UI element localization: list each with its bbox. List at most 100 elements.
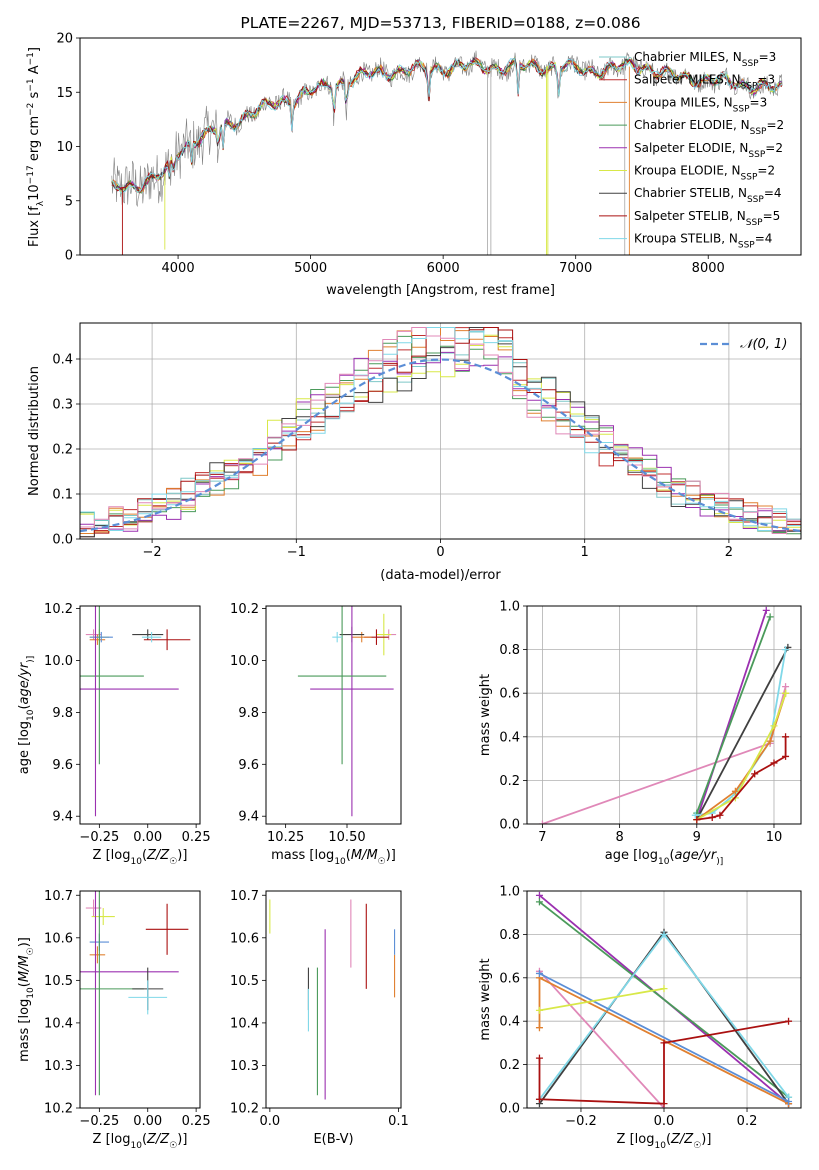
label-part: A xyxy=(27,65,42,78)
massweight-vs-age-plot-area xyxy=(527,606,801,824)
x-tick-label: 0.00 xyxy=(133,1114,162,1129)
y-tick-label: 0.6 xyxy=(499,971,520,986)
label-part: Chabrier STELIB, N xyxy=(634,186,747,200)
y-tick-label: 10.2 xyxy=(44,602,73,617)
label-part: ( xyxy=(666,1132,671,1147)
legend-label: Chabrier STELIB, NSSP=4 xyxy=(634,186,782,205)
x-tick-label: 6000 xyxy=(427,261,460,276)
y-tick-label: 9.6 xyxy=(52,758,73,773)
age-vs-mass-axes: 10.25 10.50 9.4 9.6 9.8 10.0 10.2 mass [log10(M… xyxy=(230,602,402,867)
label-part: )] xyxy=(177,1132,187,1147)
label-part: SSP xyxy=(748,150,765,160)
mass-weight-marker xyxy=(535,1095,543,1103)
label-part: Kroupa STELIB, N xyxy=(634,232,738,246)
legend-label: 𝒩(0, 1) xyxy=(740,337,787,352)
x-tick-label: 0.1 xyxy=(388,1114,409,1129)
label-part: ( xyxy=(17,982,32,987)
label-part: M/M xyxy=(17,955,32,982)
label-part: 10 xyxy=(334,857,346,867)
label-part: Z/Z xyxy=(670,1132,694,1147)
x-axis-label: E(B-V) xyxy=(313,1132,353,1147)
mass-weight-marker xyxy=(660,1039,668,1047)
histogram-step-line xyxy=(80,327,801,538)
y-tick-label: 10.5 xyxy=(230,974,259,989)
y-tick-label: 10.4 xyxy=(44,1016,73,1031)
x-tick-label: 1 xyxy=(581,545,589,560)
age-vs-Z-axes: −0.25 0.00 0.259.49.69.810.010.2Z [log10(Z… xyxy=(17,602,211,867)
label-part: age [log xyxy=(17,721,32,774)
mass-weight-line xyxy=(542,686,787,824)
x-tick-label: 8 xyxy=(615,830,623,845)
axes-frame xyxy=(265,605,402,825)
label-part: erg cm xyxy=(27,116,42,165)
legend-label: Kroupa ELODIE, NSSP=2 xyxy=(634,164,775,183)
axes-frame xyxy=(79,605,201,825)
y-tick-label: 0.2 xyxy=(499,774,520,789)
y-tick-label: 0.6 xyxy=(499,687,520,702)
label-part: )] xyxy=(701,1132,711,1147)
axes-frame xyxy=(526,605,802,825)
label-part: SSP xyxy=(741,173,758,183)
mass-weight-marker xyxy=(708,813,716,821)
x-tick-label: 0 xyxy=(436,545,444,560)
y-tick-label: 5 xyxy=(65,194,73,209)
y-tick-label: 10.2 xyxy=(230,1102,259,1117)
label-part: ] xyxy=(27,47,42,52)
y-axis-label: mass [log10(M/M☉)] xyxy=(17,937,36,1062)
label-part: =2 xyxy=(765,141,783,155)
y-tick-label: 9.4 xyxy=(52,810,73,825)
label-part: 10 xyxy=(658,857,670,867)
label-part: Z [log xyxy=(93,848,131,863)
label-part: Z [log xyxy=(617,1132,655,1147)
label-part: ☉ xyxy=(693,1141,701,1151)
label-part: −17 xyxy=(26,165,36,184)
label-part: 10 xyxy=(26,987,36,999)
mass-weight-marker xyxy=(785,1097,793,1105)
legend-label: Chabrier ELODIE, NSSP=2 xyxy=(634,118,784,137)
mass-weight-marker xyxy=(535,898,543,906)
mass-weight-marker xyxy=(660,930,668,938)
x-axis-label: mass [log10(M/M☉)] xyxy=(271,848,396,867)
mass-weight-marker xyxy=(535,891,543,899)
label-part: Kroupa MILES, N xyxy=(634,95,733,109)
label-part: Flux [f xyxy=(27,206,42,247)
label-part: mass [log xyxy=(17,999,32,1062)
x-tick-label: 0.0 xyxy=(654,1114,675,1129)
mass-weight-marker xyxy=(535,1054,543,1062)
label-part: ( xyxy=(142,848,147,863)
legend-label: Kroupa STELIB, NSSP=4 xyxy=(634,232,772,251)
axes-frame xyxy=(265,890,402,1109)
mass-weight-marker xyxy=(782,689,790,697)
mass-vs-ebv-plot-area xyxy=(269,899,396,1100)
x-tick-label: 4000 xyxy=(162,261,195,276)
age-vs-Z-plot-area xyxy=(80,606,191,817)
x-tick-label: 10.50 xyxy=(328,830,365,845)
massweight-vs-Z-plot-area xyxy=(527,891,801,1108)
y-axis-label: Normed distribution xyxy=(27,366,42,496)
label-part: =4 xyxy=(755,232,773,246)
label-part: Kroupa ELODIE, N xyxy=(634,164,741,178)
y-tick-label: 9.8 xyxy=(238,706,259,721)
histogram-step-line xyxy=(80,327,801,534)
label-part: Salpeter STELIB, N xyxy=(634,209,746,223)
y-tick-label: 10.7 xyxy=(230,889,259,904)
mass-weight-marker xyxy=(766,613,774,621)
y-tick-label: 10.0 xyxy=(230,654,259,669)
x-axis-label: (data-model)/error xyxy=(380,568,501,583)
y-tick-label: 1.0 xyxy=(499,885,520,900)
x-tick-label: 7000 xyxy=(559,261,592,276)
mass-weight-marker xyxy=(751,770,759,778)
mass-weight-marker xyxy=(535,969,543,977)
label-part: ☉ xyxy=(26,947,36,955)
x-tick-label: 0.2 xyxy=(737,1114,758,1129)
mass-weight-line xyxy=(538,970,665,1108)
label-part: Z/Z xyxy=(146,1132,170,1147)
y-tick-label: 0.2 xyxy=(499,1058,520,1073)
label-part: =4 xyxy=(764,186,782,200)
y-tick-label: 10.3 xyxy=(44,1059,73,1074)
mass-weight-marker xyxy=(770,759,778,767)
label-part: ( xyxy=(142,1132,147,1147)
label-part: −1 xyxy=(26,52,36,65)
y-axis-label: Flux [fλ10−17 erg cm−2 s−1 A−1] xyxy=(26,47,46,247)
mass-weight-marker xyxy=(660,985,668,993)
